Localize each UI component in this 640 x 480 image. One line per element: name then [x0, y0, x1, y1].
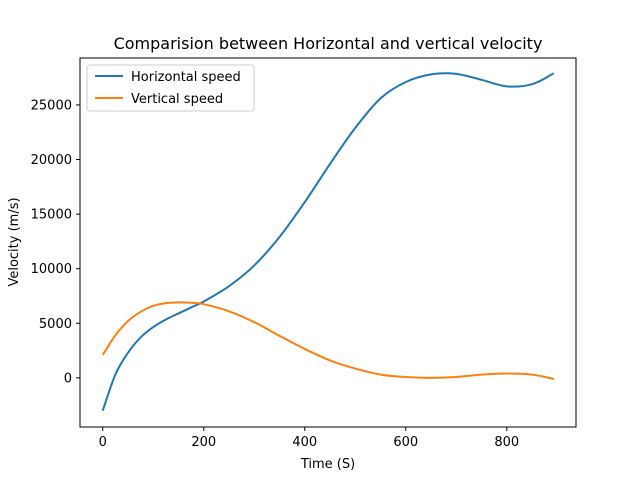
x-axis-label: Time (S) — [300, 457, 355, 472]
legend-label-horizontal-speed: Horizontal speed — [131, 70, 241, 85]
legend-label-vertical-speed: Vertical speed — [131, 92, 223, 107]
legend-box — [86, 64, 255, 112]
y-axis-label: Velocity (m/s) — [7, 197, 22, 286]
y-tick-label: 5000 — [39, 317, 72, 332]
x-tick-label: 200 — [191, 435, 216, 450]
plot-area — [79, 57, 577, 428]
series-layer — [101, 72, 555, 411]
series-line-vertical-speed — [101, 301, 554, 380]
y-tick-label: 0 — [64, 371, 72, 386]
y-tick-label: 10000 — [31, 262, 72, 277]
chart-title: Comparision between Horizontal and verti… — [114, 34, 543, 53]
x-tick-label: 400 — [292, 435, 317, 450]
y-tick-label: 15000 — [31, 208, 72, 223]
x-tick-label: 800 — [494, 435, 519, 450]
legend: Horizontal speed Vertical speed — [86, 64, 255, 112]
y-axis-ticks: 0 5000 10000 15000 20000 25000 — [31, 98, 80, 386]
x-axis-ticks: 0 200 400 600 800 — [99, 427, 519, 450]
x-tick-label: 0 — [99, 435, 107, 450]
series-line-horizontal-speed — [101, 72, 555, 411]
y-tick-label: 20000 — [31, 153, 72, 168]
x-tick-label: 600 — [393, 435, 418, 450]
y-tick-label: 25000 — [31, 98, 72, 113]
